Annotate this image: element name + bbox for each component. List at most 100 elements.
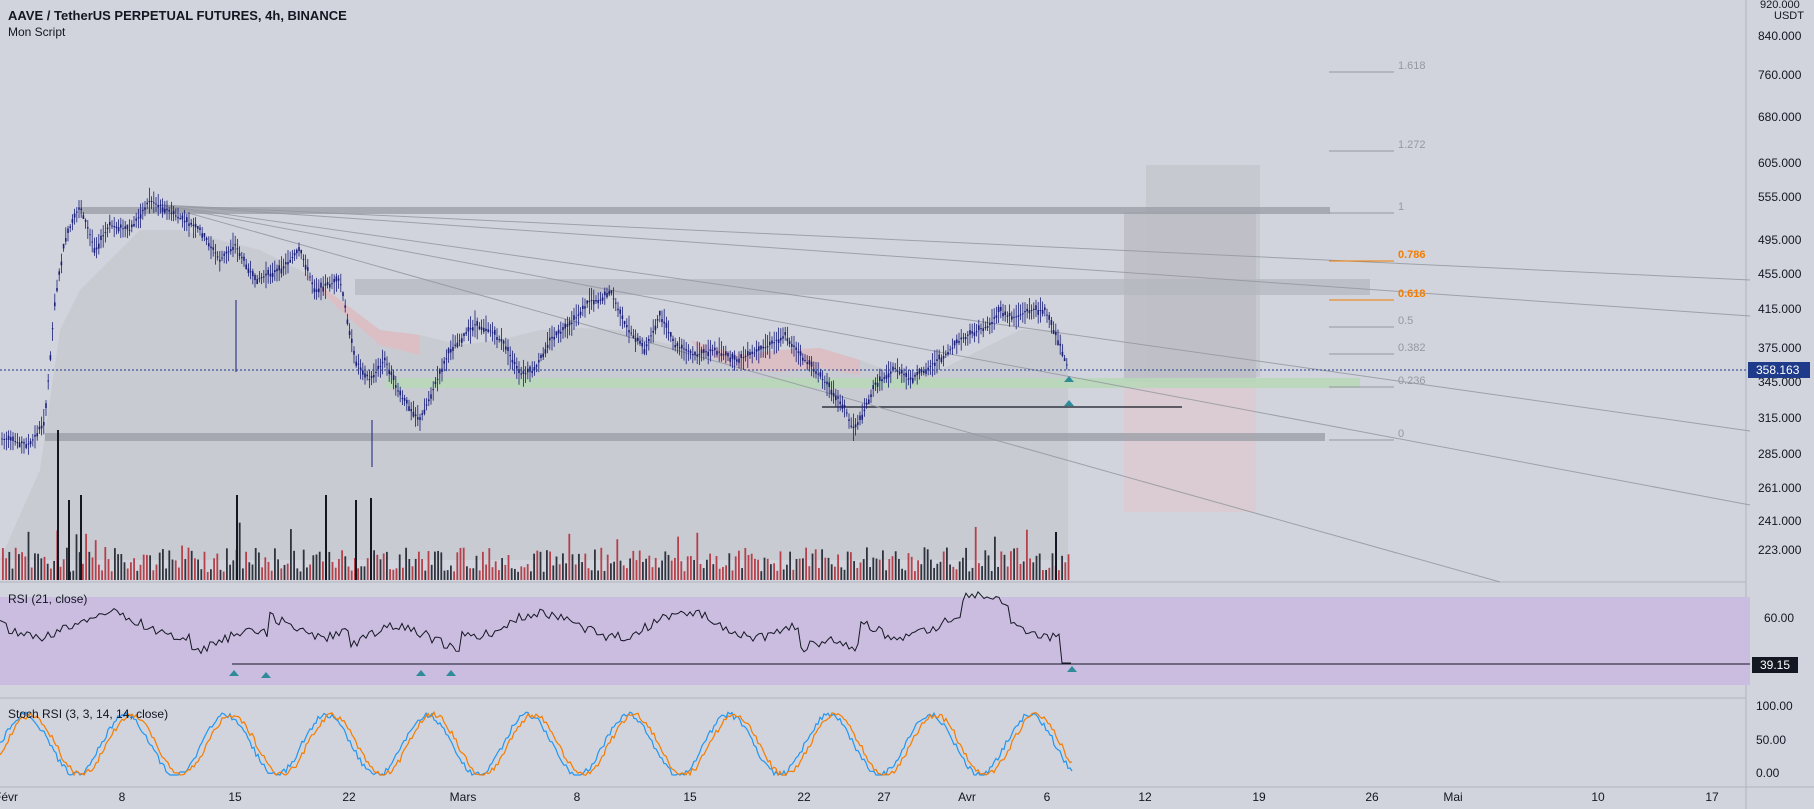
candle	[584, 306, 586, 309]
stoch-rsi-indicator-label[interactable]: Stoch RSI (3, 3, 14, 14, close)	[8, 707, 169, 721]
candle	[18, 442, 21, 448]
volume-bar	[203, 551, 206, 580]
candle	[381, 362, 384, 364]
price-axis-currency: USDT	[1774, 10, 1804, 22]
symbol-title[interactable]: AAVE / TetherUS PERPETUAL FUTURES, 4h, B…	[8, 8, 347, 23]
candle	[527, 368, 529, 373]
volume-bar	[987, 555, 990, 580]
volume-bar	[50, 568, 52, 580]
candle	[953, 340, 956, 346]
candle	[885, 375, 888, 379]
candle	[971, 331, 973, 334]
support-zone	[45, 433, 1325, 441]
candle	[5, 438, 8, 440]
volume-bar	[357, 568, 359, 580]
candle	[93, 248, 96, 253]
candle	[656, 319, 659, 321]
candle	[1019, 314, 1022, 316]
volume-bar	[85, 533, 87, 580]
candle	[802, 357, 804, 361]
candle	[375, 372, 377, 373]
candle	[830, 389, 833, 395]
candle	[1033, 308, 1035, 310]
candle	[362, 370, 364, 375]
volume-bar	[843, 569, 846, 580]
long-position-stop	[1124, 382, 1256, 512]
rsi-current-value: 39.15	[1760, 658, 1790, 672]
volume-bar	[229, 564, 231, 580]
candle	[91, 241, 93, 243]
candle	[364, 373, 366, 378]
volume-bar	[498, 570, 500, 580]
volume-bar	[901, 568, 903, 580]
candle	[991, 322, 993, 325]
volume-bar	[238, 522, 241, 580]
candle	[397, 390, 399, 392]
volume-bar	[981, 566, 983, 580]
candle	[819, 372, 822, 377]
volume-bar	[677, 536, 679, 580]
candle	[524, 373, 527, 375]
candle	[335, 276, 338, 282]
candle	[529, 366, 531, 372]
candle	[736, 359, 738, 362]
volume-bar	[878, 559, 881, 580]
rsi-signal-arrow	[261, 672, 271, 678]
candle	[423, 409, 426, 414]
candle	[282, 266, 285, 269]
volume-bar	[389, 569, 391, 580]
candle	[467, 327, 470, 332]
price-axis-label: 555.000	[1758, 190, 1802, 204]
volume-bar	[574, 564, 577, 580]
rsi-indicator-label[interactable]: RSI (21, close)	[8, 592, 88, 606]
candle	[84, 219, 87, 222]
candle	[296, 249, 298, 254]
candle	[298, 247, 300, 251]
candle	[417, 417, 419, 420]
candle	[755, 349, 758, 352]
volume-bar	[72, 570, 75, 580]
volume-bar	[728, 553, 731, 580]
volume-bar	[418, 551, 420, 580]
candle	[696, 354, 698, 357]
candle	[249, 271, 252, 273]
volume-bar	[930, 559, 932, 580]
candle	[703, 349, 705, 353]
resistance-zone	[355, 279, 1370, 295]
volume-bar	[1051, 553, 1054, 580]
volume-bar	[600, 547, 603, 580]
script-name[interactable]: Mon Script	[8, 25, 66, 39]
volume-bar	[994, 536, 996, 580]
volume-bar	[837, 554, 839, 580]
candle	[824, 381, 826, 383]
candle	[419, 417, 421, 420]
volume-bar	[411, 566, 414, 580]
candle	[896, 369, 899, 373]
volume-bar	[8, 551, 11, 580]
trend-line	[159, 204, 1751, 317]
volume-bar	[661, 560, 663, 580]
candle	[775, 339, 778, 341]
volume-bar	[712, 564, 715, 580]
candle	[546, 344, 549, 349]
volume-bar	[27, 531, 30, 580]
volume-bar	[773, 563, 775, 580]
candle	[641, 342, 643, 347]
candle	[100, 235, 102, 240]
candle	[854, 424, 857, 428]
volume-bar	[670, 560, 673, 580]
candle	[146, 202, 148, 205]
candle	[232, 247, 234, 250]
candle	[753, 352, 756, 354]
candle	[300, 249, 302, 254]
candle	[967, 334, 969, 336]
volume-bar	[514, 568, 516, 580]
volume-bar	[328, 551, 331, 580]
candle	[425, 404, 428, 406]
candle	[654, 325, 657, 331]
candle	[993, 317, 995, 319]
volume-bar	[53, 560, 55, 580]
volume-bar	[184, 559, 187, 580]
time-axis-label: Févr	[0, 790, 18, 804]
